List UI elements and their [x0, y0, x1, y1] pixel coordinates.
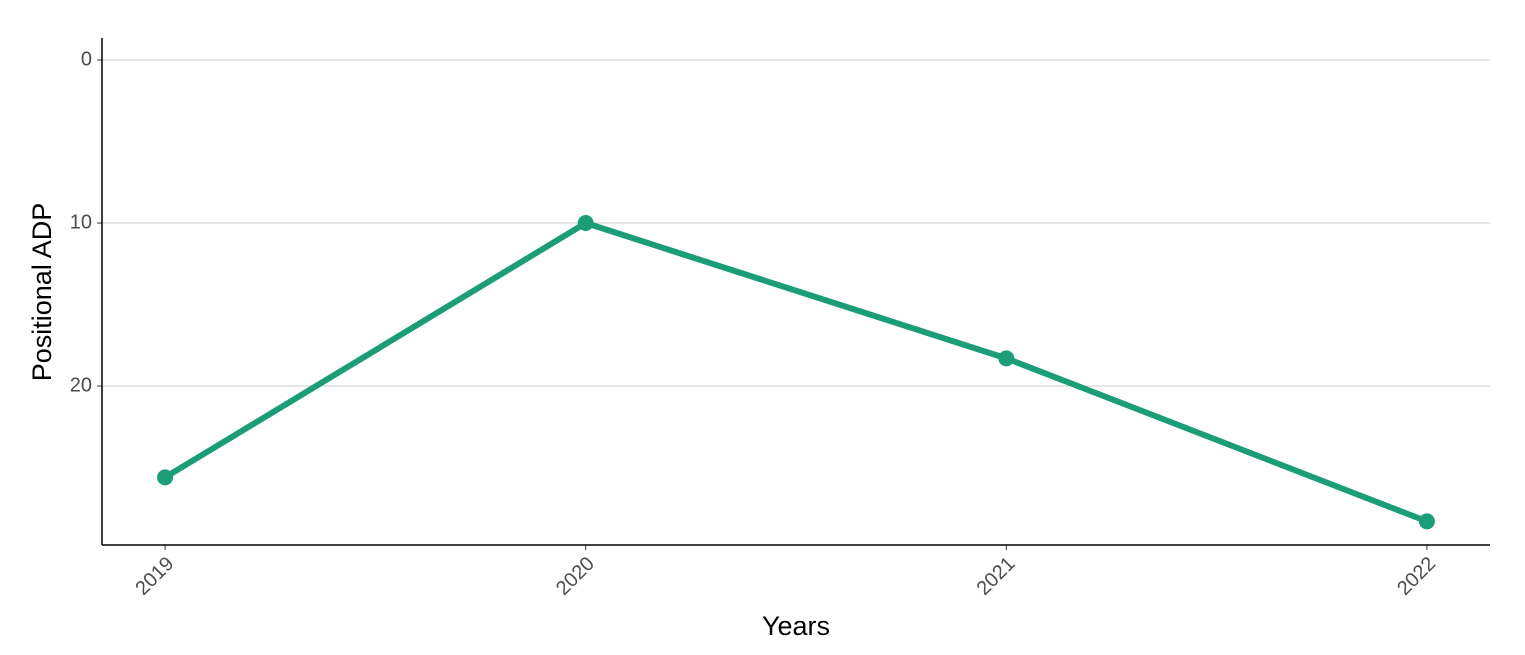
- x-tick-label: 2020: [552, 553, 599, 600]
- data-point: [157, 469, 174, 486]
- x-tick-label: 2019: [131, 553, 178, 600]
- data-point: [1418, 513, 1435, 530]
- x-tick-label: 2022: [1393, 553, 1440, 600]
- x-tick-label: 2021: [973, 553, 1020, 600]
- data-point: [998, 350, 1015, 367]
- y-tick-label: 0: [81, 48, 92, 70]
- data-line: [163, 220, 1428, 525]
- y-tick-label: 10: [70, 211, 92, 233]
- data-point: [577, 215, 594, 232]
- x-axis-title: Years: [762, 611, 830, 641]
- y-tick-label: 20: [70, 374, 92, 396]
- y-axis-title: Positional ADP: [27, 203, 57, 382]
